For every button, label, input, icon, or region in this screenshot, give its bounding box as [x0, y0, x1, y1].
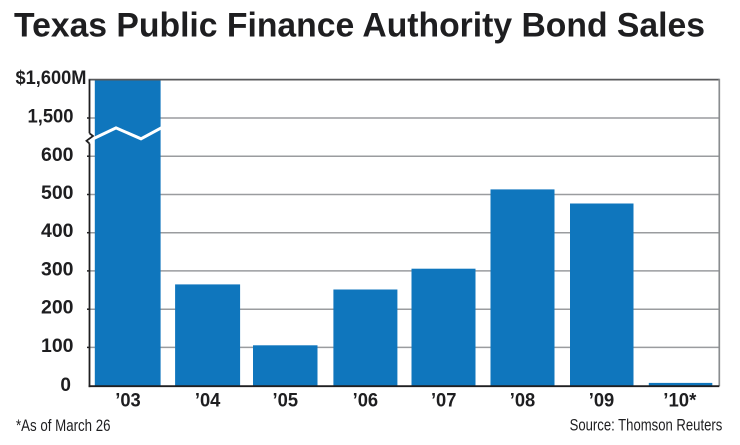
svg-text:’03: ’03	[115, 391, 141, 412]
svg-text:$1,600M: $1,600M	[16, 68, 87, 89]
svg-text:’07: ’07	[431, 391, 457, 412]
svg-text:’08: ’08	[510, 391, 536, 412]
svg-text:500: 500	[41, 183, 74, 204]
svg-text:Source: Thomson Reuters: Source: Thomson Reuters	[570, 416, 723, 434]
svg-text:300: 300	[41, 260, 74, 281]
svg-text:’10*: ’10*	[663, 391, 697, 412]
svg-text:Texas Public Finance Authority: Texas Public Finance Authority Bond Sale…	[14, 7, 705, 45]
svg-text:200: 200	[41, 298, 74, 319]
svg-text:’06: ’06	[353, 391, 379, 412]
svg-text:’05: ’05	[273, 391, 299, 412]
svg-text:’04: ’04	[195, 391, 221, 412]
svg-text:400: 400	[41, 221, 74, 242]
svg-text:100: 100	[41, 336, 74, 357]
svg-text:0: 0	[60, 375, 71, 396]
svg-text:1,500: 1,500	[28, 107, 74, 128]
svg-text:600: 600	[41, 145, 74, 166]
svg-text:*As of March 26: *As of March 26	[16, 416, 111, 435]
svg-text:’09: ’09	[589, 391, 615, 412]
